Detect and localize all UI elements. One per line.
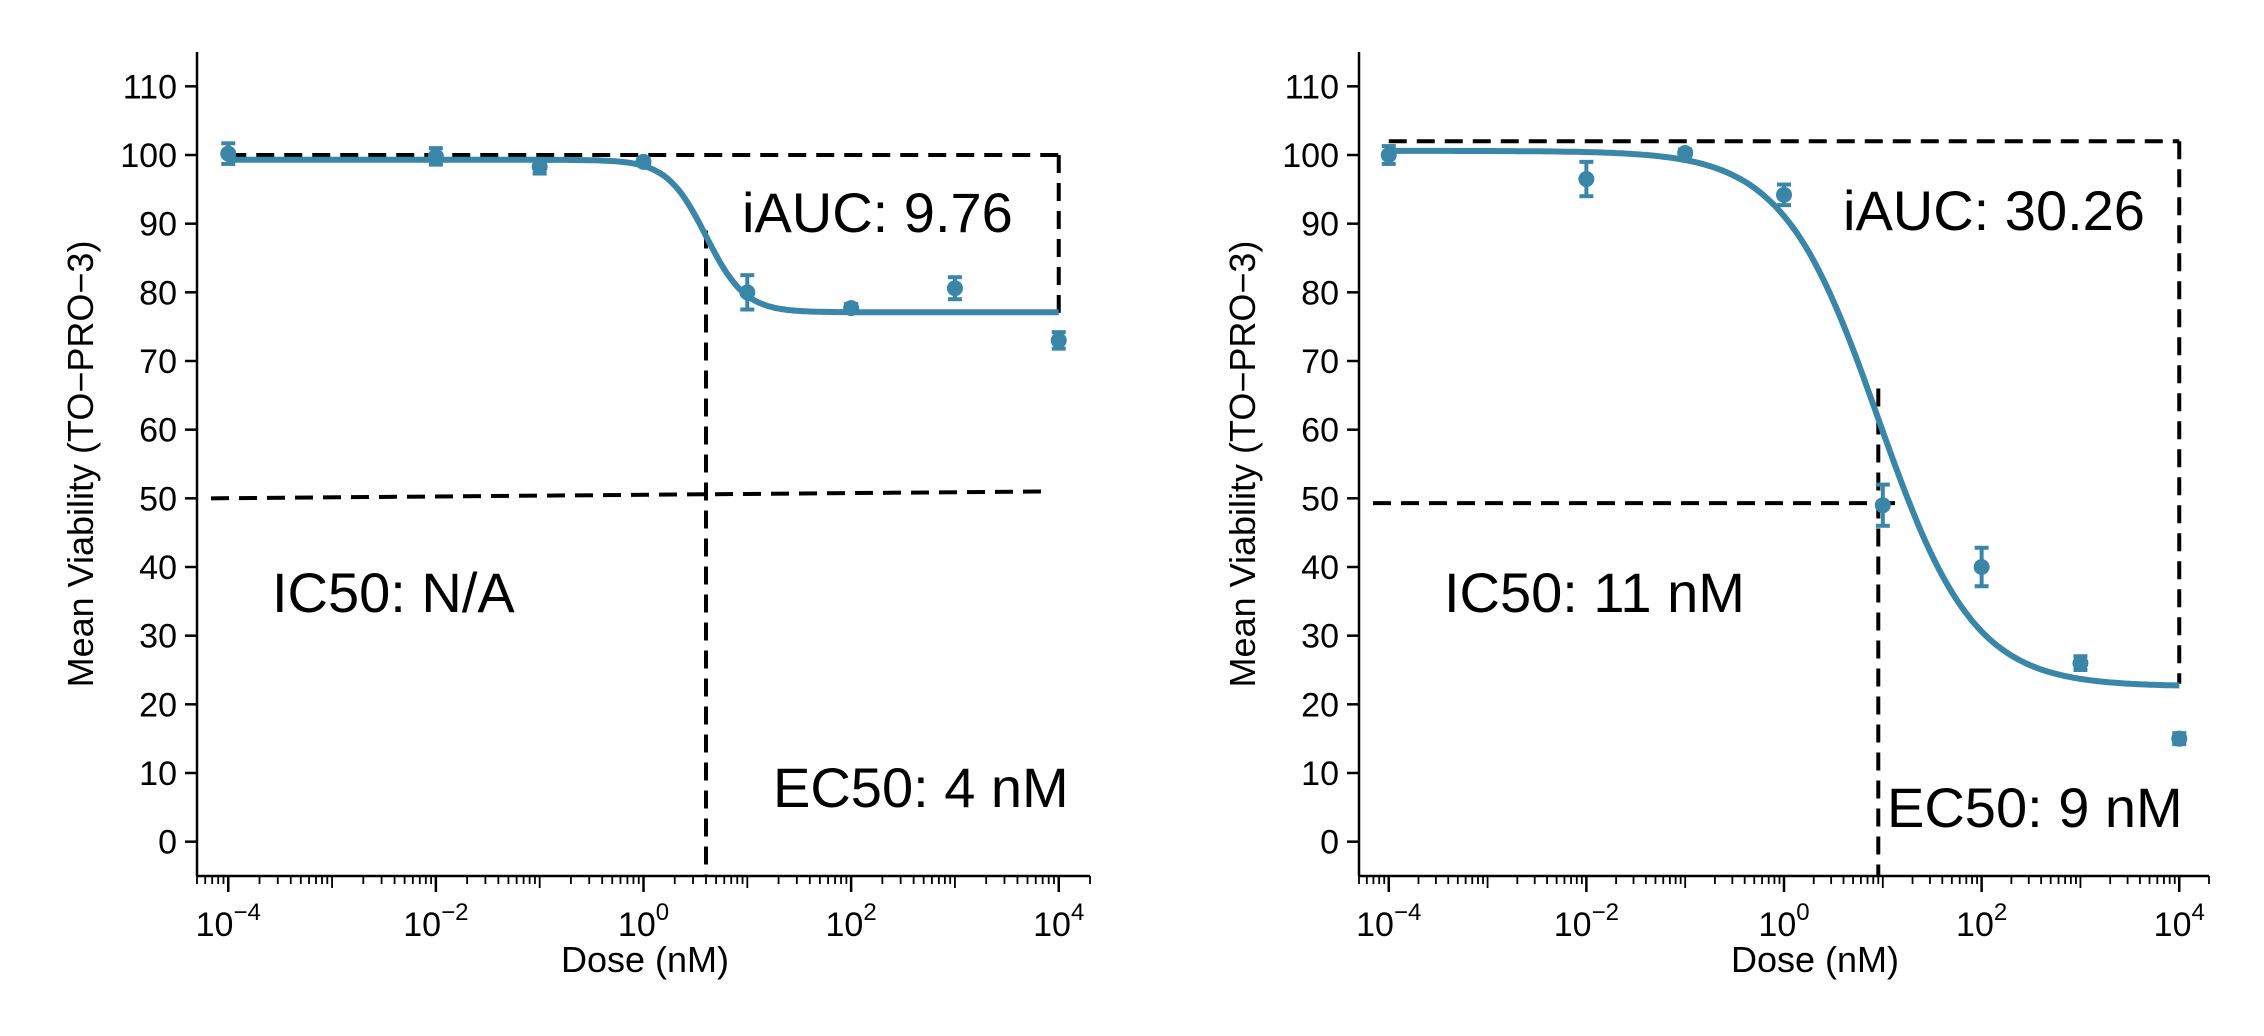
x-tick-label: 104 [1033, 899, 1084, 944]
data-point [220, 145, 237, 162]
data-point [843, 300, 860, 317]
y-tick-label: 30 [139, 618, 177, 656]
data-point [1973, 559, 1990, 575]
y-tick-label: 60 [1301, 412, 1339, 450]
y-tick-label: 40 [139, 549, 177, 587]
data-point [2171, 730, 2188, 747]
x-axis-title: Dose (nM) [561, 939, 729, 980]
iauc-annotation: iAUC: 9.76 [742, 181, 1013, 244]
data-point [635, 153, 652, 170]
y-axis-title: Mean Viability (TO−PRO−3) [1222, 241, 1263, 688]
ic50-reference-line [210, 489, 1049, 501]
y-tick-label: 110 [1285, 68, 1339, 106]
y-tick-label: 20 [1301, 686, 1339, 724]
y-tick-label: 100 [1282, 137, 1339, 175]
ec50-annotation: EC50: 4 nM [773, 756, 1069, 819]
x-tick-label: 100 [1758, 899, 1809, 944]
y-tick-label: 50 [139, 480, 177, 518]
y-tick-label: 80 [139, 274, 177, 312]
x-tick-label: 10−2 [403, 899, 468, 944]
x-tick-label: 10−4 [196, 899, 261, 944]
panel-right: 0 10 20 30 40 50 60 70 80 90 100 110 10−4 10−2 100 102 1… [1222, 52, 2210, 980]
data-point [1380, 147, 1397, 163]
panel-left: 0 10 20 30 40 50 60 70 80 90 100 110 10−4 10−2 100 102 1… [60, 52, 1091, 980]
data-point [946, 280, 963, 297]
y-tick-label: 100 [120, 137, 177, 175]
y-tick-label: 80 [1301, 274, 1339, 312]
y-tick-label: 90 [1301, 206, 1339, 244]
iauc-annotation: iAUC: 30.26 [1843, 179, 2145, 242]
x-tick-label: 104 [2154, 899, 2205, 944]
data-point [1677, 144, 1694, 161]
ec50-annotation: EC50: 9 nM [1887, 776, 2183, 839]
y-tick-label: 0 [1320, 824, 1339, 862]
ic50-annotation: IC50: 11 nM [1444, 561, 1745, 624]
y-tick-label: 70 [1301, 343, 1339, 381]
data-point [1050, 332, 1067, 349]
data-point [2072, 655, 2089, 672]
x-axis-title: Dose (nM) [1731, 939, 1899, 980]
x-tick-label: 10−4 [1356, 899, 1421, 944]
x-tick-label: 102 [1956, 899, 2007, 944]
y-tick-label: 50 [1301, 480, 1339, 518]
fit-curve [1388, 147, 2180, 689]
data-point [739, 284, 756, 301]
x-tick-label: 10−2 [1554, 899, 1619, 944]
ic50-annotation: IC50: N/A [272, 561, 515, 624]
y-tick-label: 40 [1301, 549, 1339, 587]
data-point [531, 158, 548, 175]
y-tick-label: 10 [1301, 755, 1339, 793]
plot-layer: 0 10 20 30 40 50 60 70 80 90 100 110 10−4 10−2 100 102 1… [1222, 52, 2210, 980]
y-axis-title: Mean Viability (TO−PRO−3) [60, 241, 101, 688]
y-tick-label: 30 [1301, 618, 1339, 656]
y-tick-label: 70 [139, 343, 177, 381]
x-tick-label: 102 [826, 899, 877, 944]
y-tick-label: 60 [139, 412, 177, 450]
y-tick-label: 10 [139, 755, 177, 793]
data-point [1874, 497, 1891, 514]
plot-layer: 0 10 20 30 40 50 60 70 80 90 100 110 10−4 10−2 100 102 1… [60, 52, 1091, 980]
data-point [427, 148, 444, 165]
data-point [1578, 171, 1595, 188]
y-tick-label: 110 [123, 68, 177, 106]
y-tick-label: 0 [158, 824, 177, 862]
x-tick-label: 100 [618, 899, 669, 944]
y-tick-label: 20 [139, 686, 177, 724]
y-tick-label: 90 [139, 206, 177, 244]
data-point [1776, 186, 1792, 203]
